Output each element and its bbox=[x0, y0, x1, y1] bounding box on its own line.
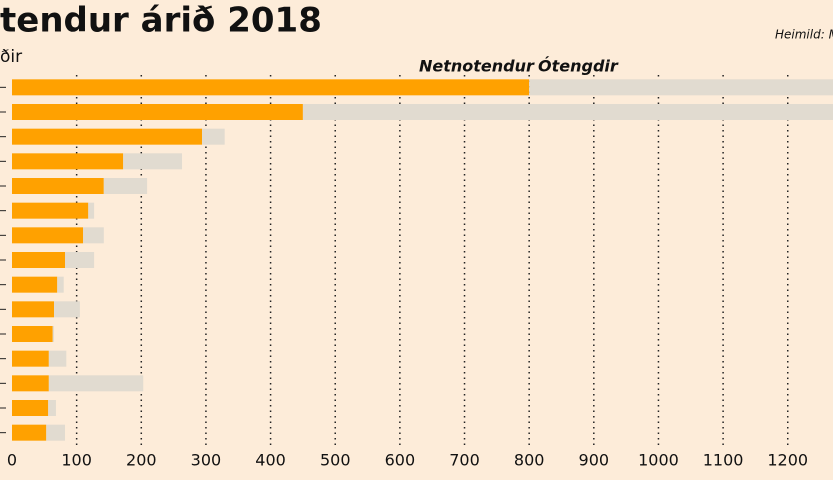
bar-segment bbox=[48, 400, 56, 416]
bar-segment bbox=[302, 104, 833, 120]
legend-label: Ótengdir bbox=[538, 57, 619, 76]
bar-segment bbox=[12, 276, 58, 293]
x-tick-label: 900 bbox=[579, 451, 610, 470]
legend-label: Netnotendur bbox=[419, 57, 535, 76]
bar-segment bbox=[12, 326, 53, 342]
bar-segment bbox=[48, 375, 144, 392]
bar-segment bbox=[12, 79, 530, 96]
x-tick-label: 700 bbox=[449, 451, 480, 470]
bar-segment bbox=[12, 104, 303, 120]
chart-subtitle: ðir bbox=[0, 47, 22, 67]
x-tick-label: 1200 bbox=[767, 451, 808, 470]
bar-segment bbox=[12, 153, 124, 170]
x-tick-label: 800 bbox=[514, 451, 545, 470]
bar-segment bbox=[65, 252, 95, 268]
x-tick-label: 100 bbox=[61, 451, 92, 470]
x-tick-label: 200 bbox=[126, 451, 157, 470]
bar-segment bbox=[46, 424, 66, 441]
bar-segment bbox=[202, 128, 225, 145]
x-tick-label: 1000 bbox=[638, 451, 679, 470]
bar-segment bbox=[103, 178, 148, 194]
bar-segment bbox=[57, 276, 64, 293]
bar-segment bbox=[12, 227, 84, 244]
bar-segment bbox=[52, 326, 55, 342]
bar-segment bbox=[529, 79, 833, 96]
chart-title: tendur árið 2018 bbox=[0, 1, 322, 41]
bar-segment bbox=[12, 252, 66, 268]
bar-segment bbox=[83, 227, 104, 244]
bar-segment bbox=[88, 202, 95, 219]
x-tick-label: 400 bbox=[255, 451, 286, 470]
bars bbox=[12, 79, 833, 441]
bar-segment bbox=[12, 301, 55, 318]
bar-segment bbox=[12, 128, 203, 145]
bar-segment bbox=[12, 375, 49, 392]
bar-segment bbox=[54, 301, 80, 318]
bar-segment bbox=[12, 178, 104, 194]
source: Heimild: M bbox=[775, 28, 833, 42]
bar-segment bbox=[12, 350, 49, 367]
bar-segment bbox=[12, 202, 89, 219]
x-tick-label: 600 bbox=[385, 451, 416, 470]
x-tick-label: 0 bbox=[7, 451, 17, 470]
x-tick-label: 1100 bbox=[703, 451, 744, 470]
x-tick-label: 500 bbox=[320, 451, 351, 470]
bar-segment bbox=[12, 424, 47, 441]
bar-segment bbox=[123, 153, 183, 170]
bar-segment bbox=[12, 400, 49, 416]
bar-segment bbox=[48, 350, 67, 367]
x-tick-label: 300 bbox=[191, 451, 222, 470]
